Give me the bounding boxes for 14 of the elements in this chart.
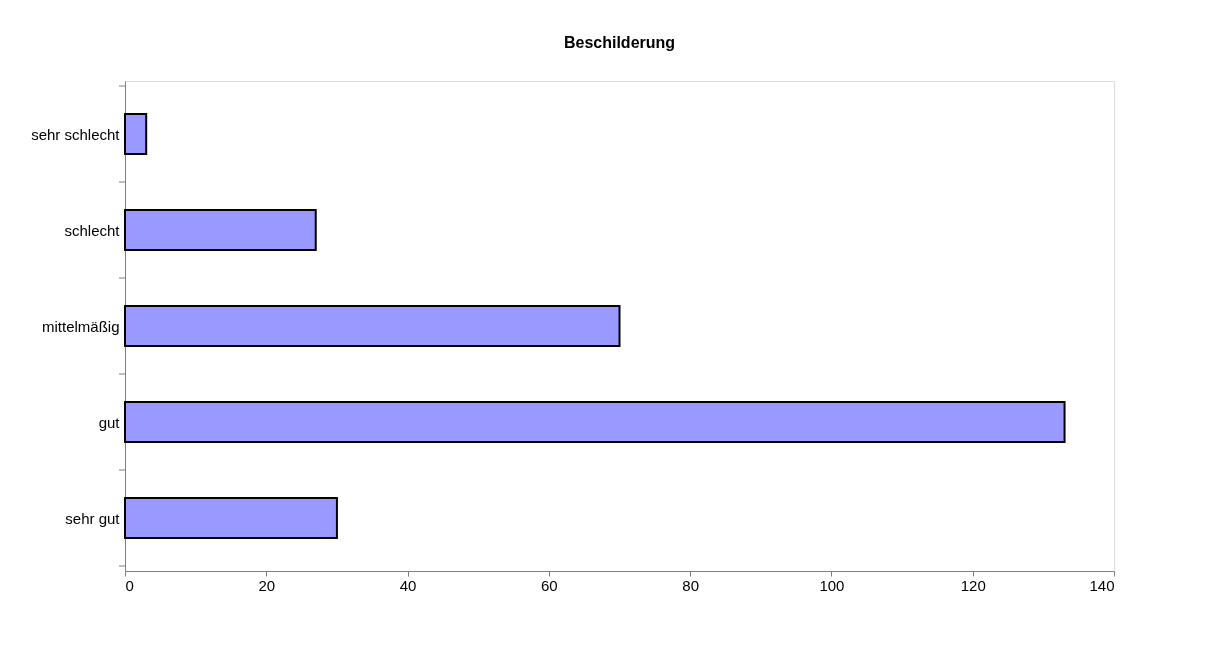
chart-title: Beschilderung [563,34,676,51]
y-tick-label: sehr gut [65,509,121,527]
y-tick-label: sehr schlecht [31,125,121,143]
x-tick-label: 20 [258,576,276,594]
x-tick-label: 0 [125,576,134,594]
x-tick-label: 140 [1089,576,1115,594]
x-tick-label: 80 [682,576,699,594]
x-tick-label: 100 [819,576,845,594]
y-tick-label: schlecht [64,221,121,239]
y-tick-label: gut [98,413,121,431]
x-tick-label: 60 [541,576,558,594]
y-tick-label: mittelmäßig [41,317,120,335]
x-tick-label: 120 [960,576,986,594]
x-tick-label: 40 [399,576,417,594]
